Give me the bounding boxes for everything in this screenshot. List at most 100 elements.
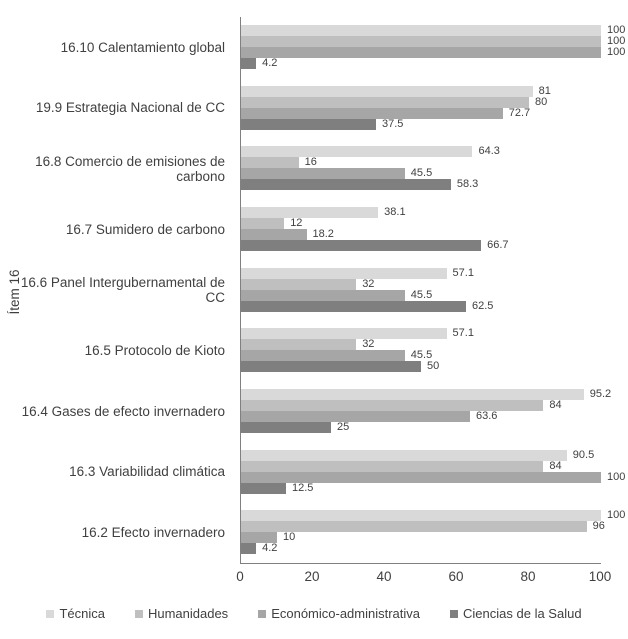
bar [241, 157, 299, 169]
bar-value-label: 96 [590, 520, 607, 533]
bar-value-label: 95.2 [587, 388, 614, 400]
legend-label: Económico-administrativa [271, 606, 421, 621]
bar [241, 168, 405, 180]
bar [241, 58, 257, 69]
bar-value-label: 72.7 [506, 106, 533, 119]
legend-item: Económico-administrativa [258, 606, 420, 621]
bar-value-label: 38.1 [382, 206, 408, 218]
bar-value-label: 45.5 [408, 167, 435, 180]
bar [241, 25, 601, 36]
bar [241, 361, 421, 373]
bar-value-label: 50 [425, 360, 442, 373]
category-label: 16.5 Protocolo de Kioto [84, 343, 225, 359]
bar-value-label: 45.5 [408, 288, 435, 301]
bar-value-label: 58.3 [454, 178, 481, 191]
bar [241, 449, 567, 461]
category-label: 16.10 Calentamiento global [60, 39, 225, 55]
bar-value-label: 84 [547, 399, 564, 411]
category-label: 16.3 Variabilidad climática [69, 464, 225, 480]
bar [241, 482, 286, 494]
bar [241, 289, 405, 301]
bar [241, 411, 470, 422]
bar [241, 118, 376, 130]
legend-item: Humanidades [134, 606, 229, 621]
bar [241, 47, 601, 58]
bar-value-label: 32 [360, 277, 377, 290]
x-tick-label: 100 [588, 569, 612, 584]
bar-value-label: 63.6 [473, 410, 500, 422]
bar-value-label: 100 [605, 24, 628, 36]
category-label: 19.9 Estrategia Nacional de CC [35, 100, 225, 116]
bar [241, 179, 451, 191]
bar-value-label: 100 [605, 35, 628, 47]
bar [241, 278, 357, 290]
bar-value-label: 100 [605, 46, 628, 58]
bar-value-label: 64.3 [476, 145, 502, 158]
bar [241, 229, 307, 240]
legend-marker-icon [134, 609, 143, 618]
bar-value-label: 100 [605, 509, 628, 522]
category-label: 16.2 Efecto invernadero [81, 525, 225, 541]
bar-value-label: 4.2 [260, 57, 280, 69]
legend-label: Humanidades [147, 606, 229, 621]
bar [241, 218, 285, 229]
bar [241, 510, 601, 522]
plot-area: 100 100 100 4.2 81 80 72.7 37.5 64.3 16 45.5 58.3 38… [240, 17, 628, 564]
category-label: 16.6 Panel Intergubernamental de CC [20, 274, 225, 305]
bar [241, 85, 533, 97]
bar [241, 328, 447, 340]
bar-value-label: 66.7 [485, 239, 511, 251]
bar-value-label: 12.5 [290, 481, 316, 494]
category-label: 16.4 Gases de efecto invernadero [21, 403, 225, 419]
category-axis: 16.10 Calentamiento global 19.9 Estrategi… [0, 17, 233, 563]
bar-value-label: 57.1 [450, 266, 476, 279]
category-label: 16.8 Comercio de emisiones de carbono [35, 153, 225, 184]
category-label: 16.7 Sumidero de carbono [65, 221, 225, 237]
bar [241, 543, 257, 555]
bar [241, 521, 587, 533]
bar-value-label: 80 [533, 95, 550, 108]
bar-value-label: 12 [288, 217, 305, 229]
legend-marker-icon [258, 609, 267, 618]
bar-value-label: 90.5 [570, 448, 597, 461]
bar [241, 96, 529, 108]
bar [241, 267, 447, 279]
bar-value-label: 10 [281, 531, 298, 544]
bar-value-label: 100 [605, 470, 628, 483]
bar-value-label: 62.5 [470, 299, 496, 312]
bar [241, 400, 544, 411]
bar-value-label: 18.2 [310, 228, 336, 240]
x-tick-label: 60 [448, 569, 464, 584]
legend: Técnica Humanidades Económico-administrati… [0, 606, 628, 621]
bar [241, 460, 544, 472]
legend-marker-icon [450, 609, 459, 618]
legend-item: Técnica [46, 606, 105, 621]
bar [241, 240, 482, 251]
bar-value-label: 81 [536, 84, 553, 97]
legend-label: Ciencias de la Salud [463, 606, 582, 621]
bar-value-label: 32 [360, 338, 377, 351]
legend-label: Técnica [59, 606, 105, 621]
bar-value-label: 16 [302, 156, 319, 169]
bar [241, 471, 601, 483]
x-tick-label: 40 [376, 569, 392, 584]
bar [241, 389, 584, 400]
bar [241, 146, 473, 158]
bar-value-label: 4.2 [260, 542, 280, 555]
x-axis: 0 20 40 60 80 100 [236, 569, 611, 587]
bar-value-label: 84 [547, 459, 564, 472]
legend-item: Ciencias de la Salud [450, 606, 582, 621]
bar-value-label: 57.1 [450, 327, 476, 340]
bar-value-label: 45.5 [408, 349, 435, 362]
bar [241, 36, 601, 47]
bar [241, 107, 503, 119]
bar [241, 532, 277, 544]
bar [241, 207, 379, 218]
x-tick-label: 80 [520, 569, 536, 584]
x-tick-label: 20 [304, 569, 320, 584]
x-tick-label: 0 [236, 569, 244, 584]
bar [241, 422, 331, 433]
bar [241, 350, 405, 362]
bar [241, 339, 357, 351]
